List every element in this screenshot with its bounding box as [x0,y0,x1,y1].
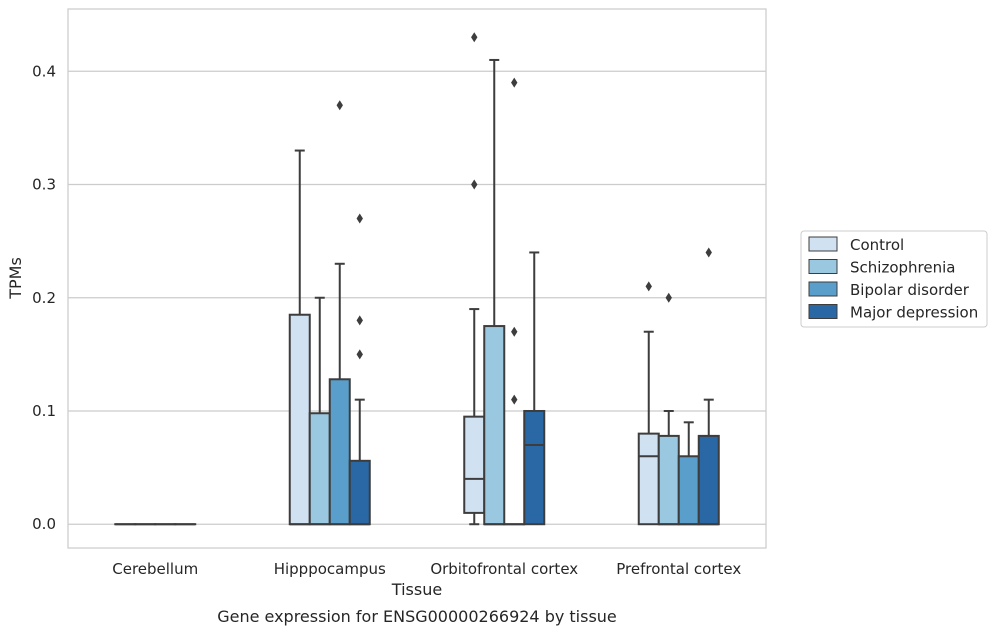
legend-swatch [808,236,838,252]
legend-label: Bipolar disorder [850,281,970,299]
box [288,313,311,526]
box [328,378,351,526]
legend-label: Schizophrenia [850,259,955,277]
box-group [503,77,526,526]
y-tick-labels: 0.0 0.1 0.2 0.3 0.4 [32,62,56,533]
outlier-point [471,32,478,43]
y-tick-label: 0.0 [32,515,56,533]
chart-caption: Gene expression for ENSG00000266924 by t… [217,607,617,626]
outlier-point [356,315,363,326]
box-group [348,213,371,526]
legend-frame [800,230,988,328]
outlier-point [645,281,652,292]
y-tick-label: 0.2 [32,289,56,307]
box [637,432,660,526]
box-group [657,292,680,526]
box [348,459,371,526]
legend-swatch [808,281,838,297]
x-tick-label: Orbitofrontal cortex [430,560,578,578]
outlier-point [336,100,343,111]
box-group [677,421,700,526]
y-tick-label: 0.1 [32,402,56,420]
box-group [308,296,331,526]
box [657,434,680,526]
x-tick-label: Prefrontal cortex [616,560,741,578]
box-group [523,251,546,526]
x-tick-labels: Cerebellum Hipppocampus Orbitofrontal cort… [112,560,741,578]
box [308,412,331,526]
box-group [288,149,311,526]
plot-frame [67,8,767,549]
box [677,455,700,526]
box [523,409,546,526]
y-axis-title: TPMs [6,257,25,300]
outlier-point [705,247,712,258]
box-group [463,32,486,526]
legend-label: Major depression [850,304,978,322]
box [697,434,720,526]
box-group [637,281,660,526]
legend-swatch [808,259,838,274]
box-group [483,58,506,526]
outlier-point [511,326,518,337]
x-tick-label: Cerebellum [112,560,198,578]
legend: Control Schizophrenia Bipolar disorder Majo… [800,230,988,328]
outlier-point [471,179,478,190]
legend-label: Control [850,236,904,254]
box [483,325,506,526]
plot-marks [114,32,720,526]
outlier-point [356,213,363,224]
outlier-point [511,77,518,88]
box [463,415,486,514]
y-tick-label: 0.4 [32,62,56,80]
box-group [697,247,720,526]
outlier-point [356,349,363,360]
legend-swatch [808,304,838,319]
box-group [328,100,351,526]
outlier-point [511,394,518,405]
outlier-point [665,292,672,303]
x-axis-title: Tissue [391,580,442,599]
x-tick-label: Hipppocampus [274,560,386,578]
y-tick-label: 0.3 [32,176,56,194]
